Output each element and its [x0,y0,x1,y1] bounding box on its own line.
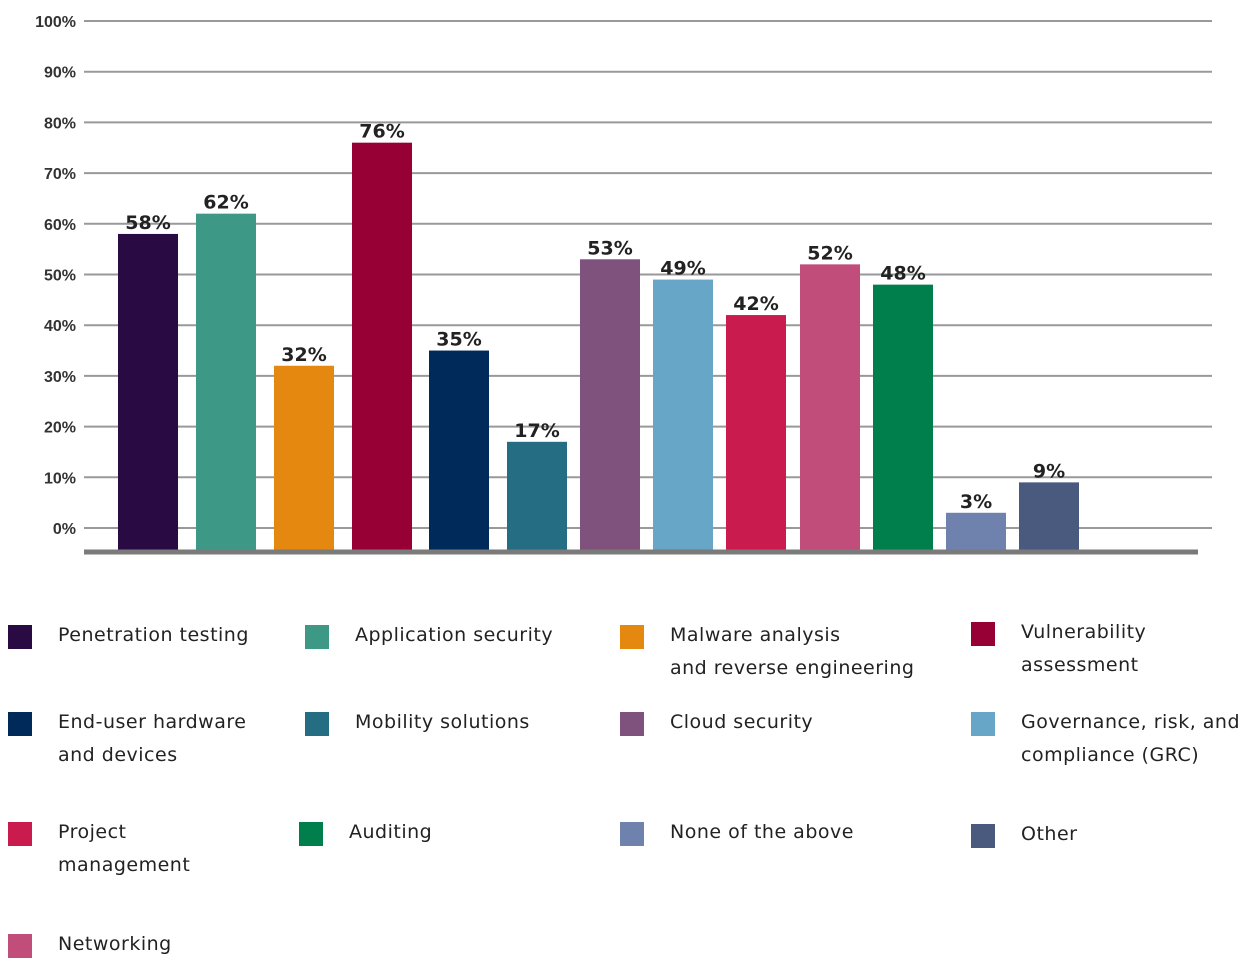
bar [507,441,567,552]
legend-item: Vulnerability assessment [971,620,1146,682]
legend-label: None of the above [670,821,854,843]
legend-swatch [8,934,32,958]
legend-swatch [620,712,644,736]
legend-item: Cloud security [620,710,813,739]
bar [653,279,713,552]
y-tick-label: 90% [44,65,76,82]
legend-swatch [620,822,644,846]
bar [352,142,412,552]
data-label: 42% [733,293,778,315]
y-tick-label: 30% [44,369,76,386]
bars [118,142,1079,552]
data-label: 53% [587,237,632,259]
bar [800,264,860,552]
bar [118,233,178,552]
bar [873,284,933,552]
data-label: 48% [880,263,925,285]
legend-swatch [299,822,323,846]
data-label: 49% [660,258,705,280]
legend-label: Auditing [349,821,433,843]
data-label: 17% [514,420,559,442]
legend-item: Mobility solutions [305,710,530,739]
legend-label: Malware analysis and reverse engineering [670,624,915,679]
data-label: 35% [436,329,481,351]
legend-label: Project management [58,821,191,876]
bar [946,512,1006,552]
legend-swatch [620,625,644,649]
legend-swatch [971,824,995,848]
bar [1019,482,1079,552]
data-label: 62% [203,192,248,214]
legend-item: Governance, risk, and compliance (GRC) [971,710,1240,772]
legend-item: Application security [305,623,553,652]
legend-swatch [8,625,32,649]
y-tick-label: 50% [44,268,76,285]
y-tick-label: 60% [44,217,76,234]
legend-item: Auditing [299,820,432,849]
y-tick-label: 100% [35,14,76,31]
legend-label: Cloud security [670,711,814,733]
legend-item: Project management [8,820,190,882]
data-label: 76% [359,121,404,143]
legend-swatch [8,712,32,736]
legend-label: Mobility solutions [355,711,530,733]
data-label: 32% [281,344,326,366]
legend-swatch [305,625,329,649]
bar [274,365,334,552]
bar [726,315,786,552]
bar-chart: 0% 10% 20% 30% 40% 50% 60% 70% 80% 90% 100% 58% 62%… [35,14,1212,555]
legend-swatch [8,822,32,846]
legend-label: End-user hardware and devices [58,711,247,766]
legend-swatch [971,712,995,736]
bar [580,259,640,552]
data-labels: 58% 62% 32% 76% 35% 17% 53% 49% 42% 52% 48% 3% 9% [125,121,1065,513]
data-label: 58% [125,212,170,234]
data-label: 9% [1033,460,1065,482]
y-tick-label: 40% [44,318,76,335]
y-tick-label: 0% [53,521,76,538]
bar [429,350,489,552]
legend-swatch [971,622,995,646]
y-tick-label: 80% [44,115,76,132]
y-tick-label: 20% [44,420,76,437]
legend-item: Other [971,822,1077,851]
legend-label: Penetration testing [58,624,249,646]
y-tick-label: 10% [44,470,76,487]
legend-item: Malware analysis and reverse engineering [620,623,914,685]
gridlines: 0% 10% 20% 30% 40% 50% 60% 70% 80% 90% 100% [35,14,1212,538]
legend-item: End-user hardware and devices [8,710,246,772]
legend-label: Vulnerability assessment [1021,621,1147,676]
y-tick-label: 70% [44,166,76,183]
data-label: 3% [960,491,992,513]
legend-swatch [305,712,329,736]
bar [196,213,256,552]
legend-item: None of the above [620,820,854,849]
legend-label: Other [1021,823,1078,845]
legend-label: Networking [58,933,172,955]
legend-label: Application security [355,624,554,646]
legend-label: Governance, risk, and compliance (GRC) [1021,711,1241,766]
data-label: 52% [807,242,852,264]
legend-item: Networking [8,932,172,961]
legend-item: Penetration testing [8,623,249,652]
